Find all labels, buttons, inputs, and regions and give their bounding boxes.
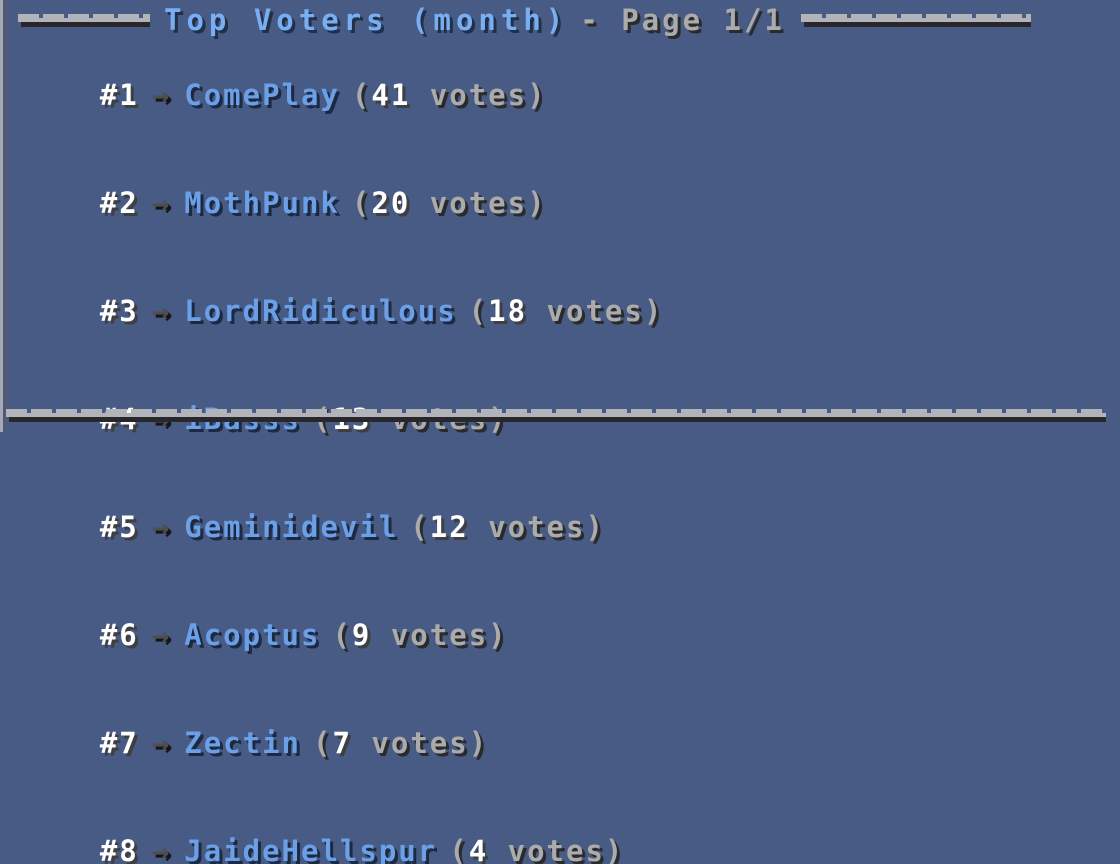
leaderboard-row: #1 → ComePlay (41 votes) (22, 41, 663, 149)
player-name[interactable]: MothPunk (184, 186, 340, 220)
rank-label: #3 (99, 294, 139, 328)
vote-count: 41 (371, 78, 411, 112)
rank-label: #1 (99, 78, 139, 112)
vote-count: 12 (429, 510, 469, 544)
player-name[interactable]: Zectin (184, 726, 301, 760)
vote-count: 4 (468, 834, 489, 864)
leaderboard-row: #8 → JaideHellspur (4 votes) (22, 797, 663, 864)
vote-count: 20 (371, 186, 411, 220)
rank-label: #8 (99, 834, 139, 864)
rank-label: #6 (99, 618, 139, 652)
window-edge-shade (3, 0, 8, 432)
vote-count: 18 (488, 294, 528, 328)
player-name[interactable]: Acoptus (184, 618, 321, 652)
leaderboard-row: #7 → Zectin (7 votes) (22, 689, 663, 797)
votes-label: (41 votes) (351, 78, 547, 112)
votes-label: (9 votes) (332, 618, 508, 652)
arrow-icon: → (151, 726, 172, 760)
divider-line-left (18, 13, 150, 27)
divider-line-right (800, 13, 1031, 27)
divider-line-bottom (6, 409, 1106, 422)
leaderboard-header: Top Voters (month) - Page 1/1 (0, 0, 1120, 40)
votes-label: (4 votes) (449, 834, 624, 864)
player-name[interactable]: ComePlay (184, 78, 340, 112)
top-voters-list: #1 → ComePlay (41 votes) #2 → MothPunk (20 vot… (22, 41, 663, 864)
arrow-icon: → (151, 510, 172, 544)
arrow-icon: → (151, 618, 172, 652)
arrow-icon: → (151, 186, 172, 220)
player-name[interactable]: JaideHellspur (184, 834, 438, 864)
page-indicator: - Page 1/1 (580, 3, 785, 37)
leaderboard-row: #6 → Acoptus (9 votes) (22, 581, 663, 689)
vote-count: 9 (351, 618, 372, 652)
votes-label: (20 votes) (351, 186, 547, 220)
vote-count: 7 (332, 726, 352, 760)
page-title: Top Voters (month) (164, 3, 569, 37)
player-name[interactable]: Geminidevil (184, 510, 399, 544)
leaderboard-row: #5 → Geminidevil (12 votes) (22, 473, 663, 581)
arrow-icon: → (151, 834, 172, 864)
rank-label: #7 (99, 726, 139, 760)
leaderboard-row: #2 → MothPunk (20 votes) (22, 149, 663, 257)
votes-label: (7 votes) (313, 726, 489, 760)
arrow-icon: → (151, 78, 172, 112)
window-edge-highlight (0, 0, 3, 432)
rank-label: #5 (99, 510, 139, 544)
votes-label: (18 votes) (468, 294, 664, 328)
player-name[interactable]: LordRidiculous (184, 294, 457, 328)
rank-label: #2 (99, 186, 139, 220)
votes-label: (12 votes) (410, 510, 605, 544)
arrow-icon: → (151, 294, 172, 328)
leaderboard-row: #3 → LordRidiculous (18 votes) (22, 257, 663, 365)
